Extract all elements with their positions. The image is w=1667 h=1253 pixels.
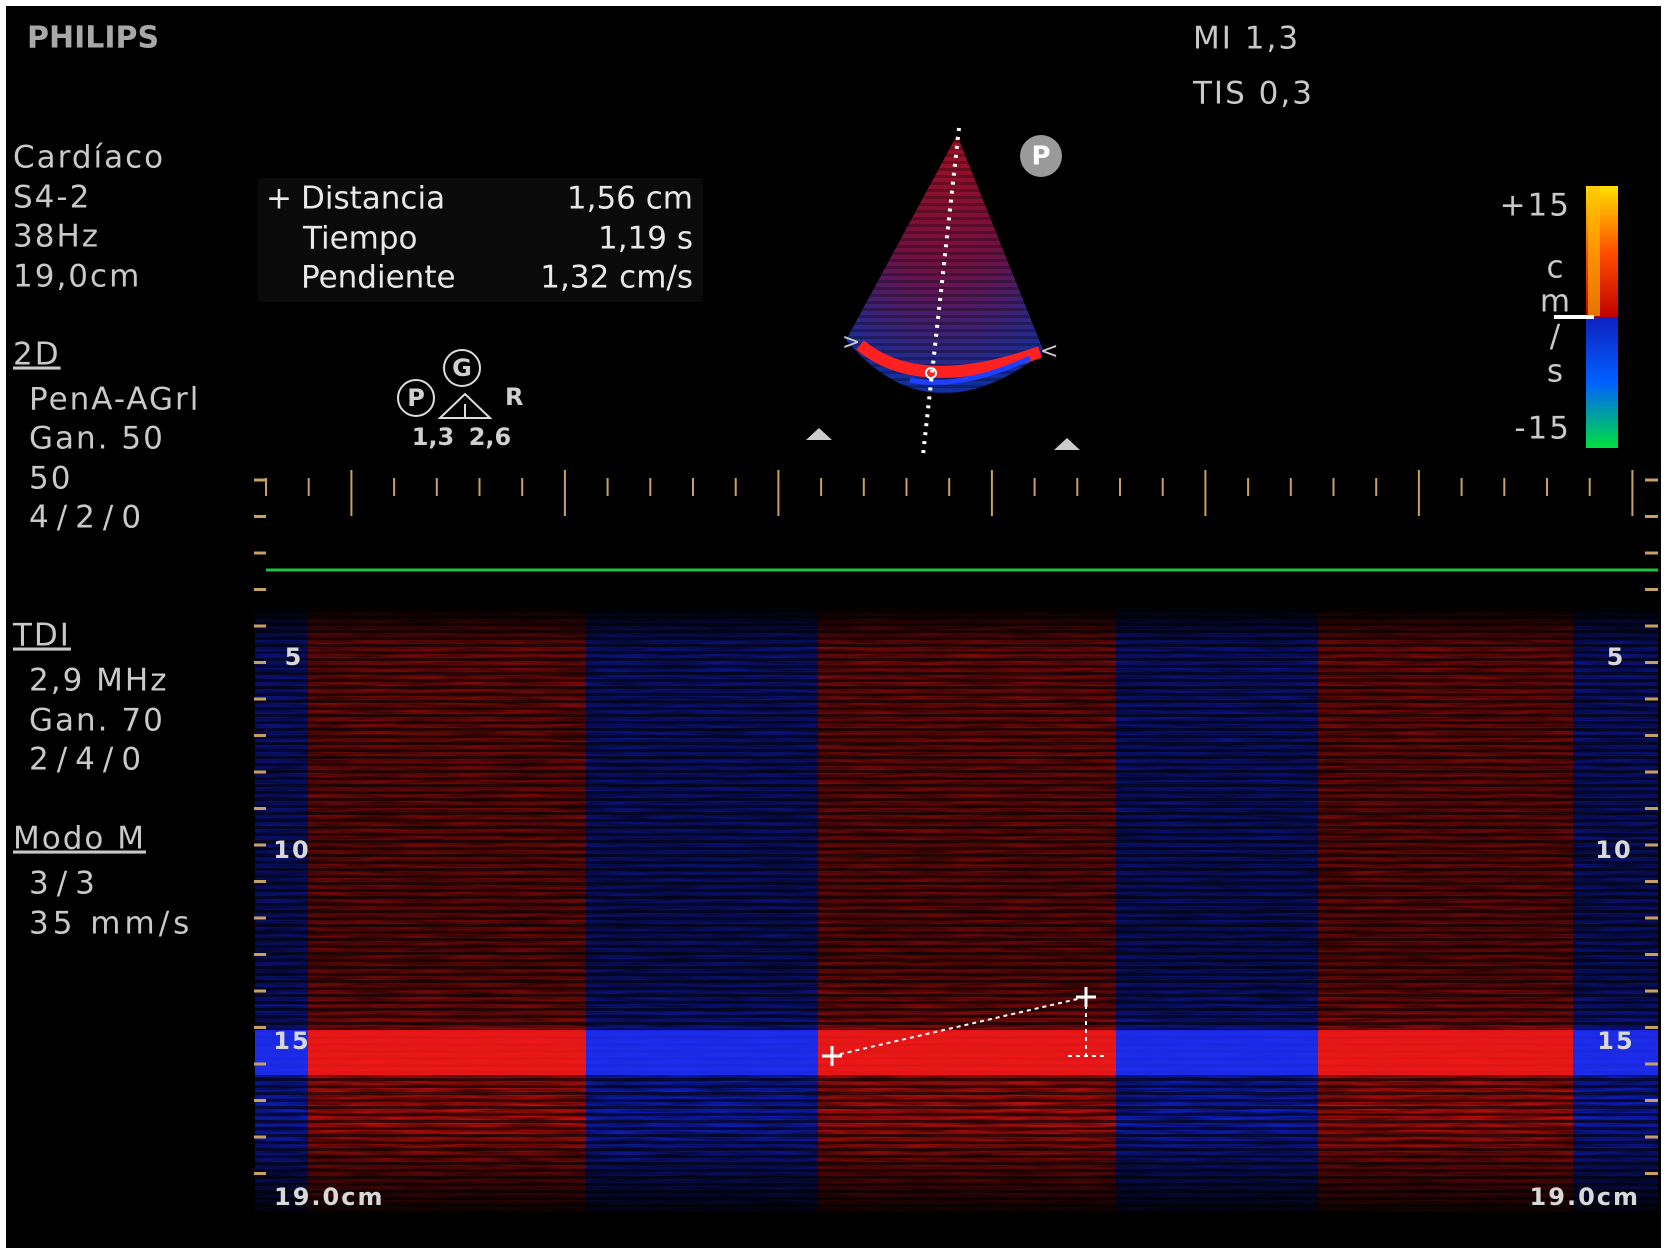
sector-marker <box>1020 135 1062 177</box>
section-title: 2D <box>13 337 61 373</box>
cursor-plus: + <box>266 181 292 217</box>
section-line: 3/3 <box>29 866 103 902</box>
measure-value: 1,56 cm <box>567 181 693 217</box>
preset-line: 19,0cm <box>13 259 141 295</box>
wall-band <box>1116 1030 1318 1075</box>
depth-label: 5 <box>285 643 304 671</box>
m-mode-image <box>255 606 1658 1212</box>
preset-line: 38Hz <box>13 219 100 255</box>
icon-circle <box>397 379 435 417</box>
edge-marker: < <box>1040 339 1058 364</box>
section-line: Gan. 70 <box>29 703 165 739</box>
section-line: 4/2/0 <box>29 500 149 536</box>
section-line: PenA-AGrl <box>29 382 200 418</box>
measure-label: Distancia <box>301 181 445 217</box>
depth-label: 15 <box>1597 1027 1634 1055</box>
depth-label: 15 <box>273 1027 310 1055</box>
depth-scale <box>254 478 1658 1175</box>
preset-line: Cardíaco <box>13 140 165 176</box>
mode-sections: 2D PenA-AGrl Gan. 50 50 4/2/0 TDI 2,9 MH… <box>12 337 200 942</box>
icon-letter: R <box>505 383 523 411</box>
depth-label: 10 <box>273 836 310 864</box>
icon-circle <box>443 349 481 387</box>
m-line <box>921 127 961 456</box>
wall-band <box>1318 1030 1573 1075</box>
depth-label: 5 <box>1607 643 1626 671</box>
mi-index: MI 1,3 <box>1193 21 1300 57</box>
wall-band <box>818 1030 1116 1075</box>
wall-band <box>255 1030 308 1075</box>
section-line: 35 mm/s <box>29 906 193 942</box>
depth-label: 19.0cm <box>1530 1183 1640 1211</box>
section-line: 50 <box>29 461 72 497</box>
time-ruler <box>265 470 1634 516</box>
section-line: 2,9 MHz <box>29 663 168 699</box>
icon-triangle <box>437 392 493 419</box>
section-line: Gan. 50 <box>29 421 165 457</box>
icon-letter: G <box>452 354 472 382</box>
depth-label: 19.0cm <box>274 1183 384 1211</box>
color-bar-highlight <box>1588 186 1600 316</box>
depth-label: 10 <box>1595 836 1632 864</box>
sector-image: P > < <box>806 127 1080 456</box>
measurement-box <box>258 178 703 302</box>
probe-icon: G P R 1,3 2,6 <box>397 349 523 451</box>
section-line: 2/4/0 <box>29 742 149 778</box>
wall-band <box>586 1030 818 1075</box>
color-scale: +15 c m / s -15 <box>1500 186 1618 448</box>
section-title: TDI <box>12 618 71 654</box>
caliper-cross <box>822 987 1096 1066</box>
icon-value: 2,6 <box>469 423 512 451</box>
edge-marker: > <box>842 330 860 355</box>
depth-fade <box>255 606 1658 1212</box>
sector-wall <box>909 355 1032 385</box>
icon-value: 1,3 <box>412 423 455 451</box>
scale-unit: c <box>1546 250 1565 286</box>
preset-info: Cardíaco S4-2 38Hz 19,0cm <box>13 140 165 295</box>
measurement-panel: + Distancia 1,56 cm Tiempo 1,19 s Pendie… <box>258 178 703 302</box>
scale-unit: / <box>1550 319 1562 355</box>
sector-marker-label: P <box>1031 142 1050 172</box>
section-title: Modo M <box>13 821 146 857</box>
depth-labels: 5 10 15 19.0cm 5 10 15 19.0cm <box>273 643 1640 1211</box>
wall-band <box>308 1030 586 1075</box>
m-line-marker <box>925 367 937 379</box>
measure-value: 1,32 cm/s <box>540 260 693 296</box>
icon-letter: P <box>407 384 425 412</box>
scale-unit: m <box>1540 284 1572 320</box>
preset-line: S4-2 <box>13 180 91 216</box>
scale-max: +15 <box>1500 188 1571 224</box>
measure-value: 1,19 s <box>598 221 693 257</box>
measure-label: Pendiente <box>301 260 456 296</box>
scale-min: -15 <box>1514 411 1571 447</box>
wall-band <box>1573 1030 1658 1075</box>
caliper-line <box>831 996 1087 1057</box>
caliper <box>822 987 1108 1066</box>
tis-index: TIS 0,3 <box>1192 76 1314 112</box>
measure-label: Tiempo <box>302 221 418 257</box>
brand: PHILIPS <box>27 21 159 56</box>
scale-unit: s <box>1547 354 1565 390</box>
